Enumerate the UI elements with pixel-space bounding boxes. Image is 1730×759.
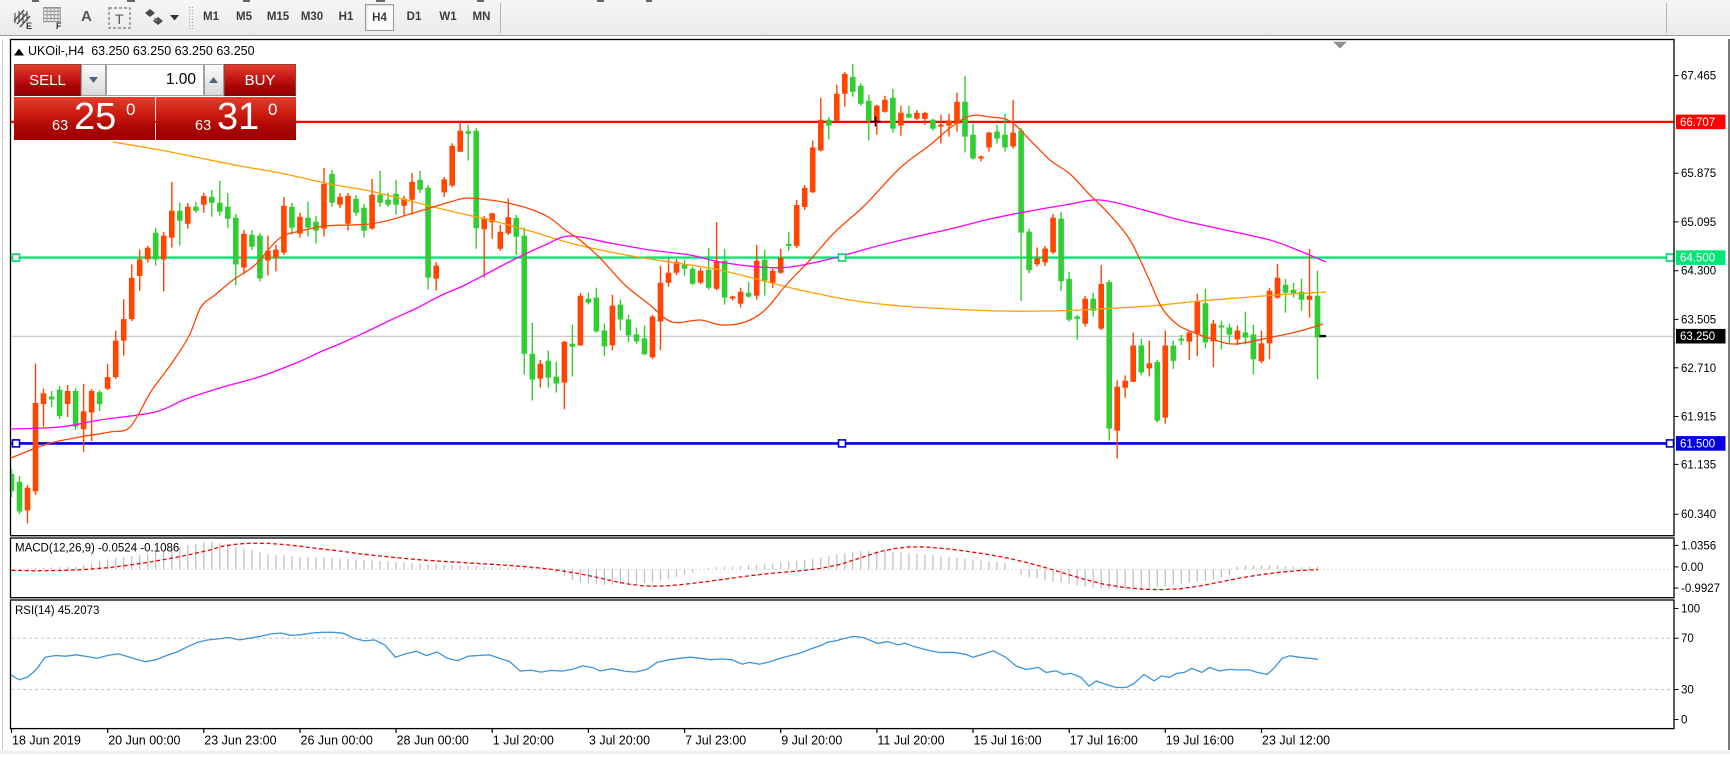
svg-text:23 Jul 12:00: 23 Jul 12:00 bbox=[1262, 734, 1330, 748]
svg-text:30: 30 bbox=[1681, 685, 1694, 697]
svg-text:0: 0 bbox=[1681, 715, 1687, 727]
svg-text:19 Jul 16:00: 19 Jul 16:00 bbox=[1166, 734, 1234, 748]
svg-text:18 Jun 2019: 18 Jun 2019 bbox=[12, 734, 81, 748]
svg-text:26 Jun 00:00: 26 Jun 00:00 bbox=[301, 734, 373, 748]
svg-text:20 Jun 00:00: 20 Jun 00:00 bbox=[108, 734, 180, 748]
svg-text:66.707: 66.707 bbox=[1680, 117, 1715, 129]
svg-text:1 Jul 20:00: 1 Jul 20:00 bbox=[493, 734, 554, 748]
svg-text:63.505: 63.505 bbox=[1681, 314, 1716, 326]
svg-text:65.875: 65.875 bbox=[1681, 168, 1716, 180]
svg-text:62.710: 62.710 bbox=[1681, 363, 1716, 375]
svg-text:15 Jul 16:00: 15 Jul 16:00 bbox=[974, 734, 1042, 748]
svg-text:61.135: 61.135 bbox=[1681, 459, 1716, 471]
svg-text:1.0356: 1.0356 bbox=[1681, 540, 1716, 552]
svg-text:61.915: 61.915 bbox=[1681, 412, 1716, 424]
svg-text:F: F bbox=[56, 21, 62, 30]
svg-text:T: T bbox=[115, 11, 124, 27]
svg-text:23 Jun 23:00: 23 Jun 23:00 bbox=[204, 734, 276, 748]
svg-text:0.00: 0.00 bbox=[1681, 562, 1703, 574]
svg-text:100: 100 bbox=[1681, 604, 1700, 616]
svg-text:28 Jun 00:00: 28 Jun 00:00 bbox=[397, 734, 469, 748]
svg-text:64.300: 64.300 bbox=[1681, 266, 1716, 278]
svg-text:61.500: 61.500 bbox=[1680, 438, 1715, 450]
svg-text:E: E bbox=[26, 21, 32, 31]
svg-text:MACD(12,26,9) -0.0524 -0.1086: MACD(12,26,9) -0.0524 -0.1086 bbox=[15, 543, 179, 555]
svg-text:11 Jul 20:00: 11 Jul 20:00 bbox=[877, 734, 944, 748]
svg-text:17 Jul 16:00: 17 Jul 16:00 bbox=[1070, 734, 1138, 748]
svg-text:3 Jul 20:00: 3 Jul 20:00 bbox=[589, 734, 650, 748]
svg-text:7 Jul 23:00: 7 Jul 23:00 bbox=[685, 734, 746, 748]
svg-text:9 Jul 20:00: 9 Jul 20:00 bbox=[781, 734, 842, 748]
svg-text:70: 70 bbox=[1681, 633, 1694, 645]
svg-text:63.250: 63.250 bbox=[1680, 331, 1715, 343]
svg-text:67.465: 67.465 bbox=[1681, 71, 1716, 83]
svg-text:60.340: 60.340 bbox=[1681, 509, 1716, 521]
svg-text:UKOil-,H4 63.250 63.250 63.25: UKOil-,H4 63.250 63.250 63.250 63.250 bbox=[28, 44, 255, 58]
svg-text:65.095: 65.095 bbox=[1681, 217, 1716, 229]
svg-text:-0.9927: -0.9927 bbox=[1681, 583, 1720, 595]
svg-text:64.500: 64.500 bbox=[1680, 253, 1715, 265]
svg-text:RSI(14) 45.2073: RSI(14) 45.2073 bbox=[15, 605, 99, 617]
